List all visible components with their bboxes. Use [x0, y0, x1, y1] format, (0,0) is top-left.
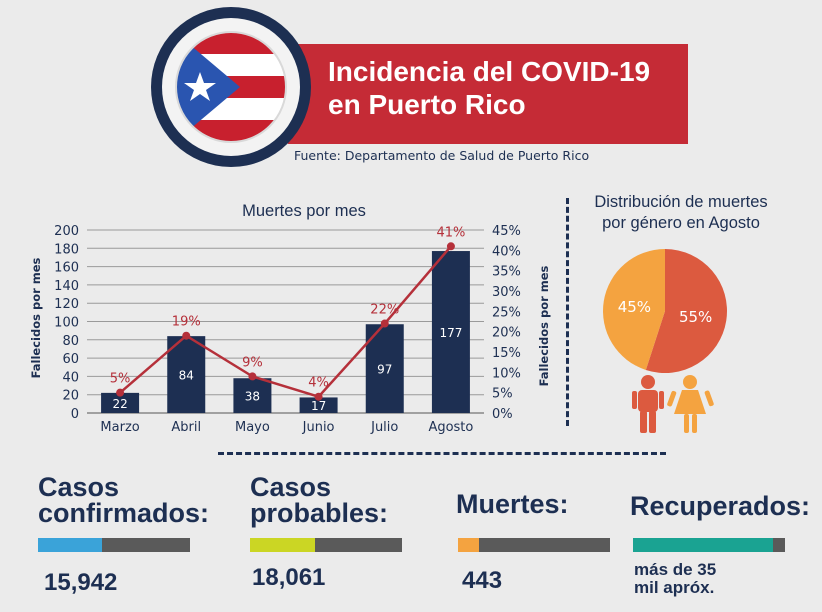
- y-tick-label: 60: [62, 352, 79, 367]
- line-percent-label: 22%: [370, 303, 399, 318]
- bar-value-label: 97: [377, 363, 392, 377]
- y2-tick-label: 45%: [492, 224, 521, 239]
- y-tick-label: 140: [54, 279, 79, 294]
- bar: [299, 397, 338, 413]
- line-point: [182, 331, 191, 340]
- y2-tick-label: 10%: [492, 366, 521, 381]
- y-tick-label: 180: [54, 242, 79, 257]
- stat-probable-label: Casos probables:: [250, 472, 389, 528]
- horizontal-divider: [218, 452, 666, 455]
- stat-probable-bar: [250, 538, 402, 552]
- title-banner: Incidencia del COVID-19 en Puerto Rico: [288, 44, 688, 144]
- stat-recovered-bar: [633, 538, 785, 552]
- y2-tick-label: 15%: [492, 346, 521, 361]
- bar-value-label: 38: [245, 390, 260, 404]
- line-percent-label: 19%: [172, 315, 201, 330]
- y-axis-label-left: Fallecidos por mes: [29, 257, 43, 378]
- gender-figures: [632, 375, 714, 433]
- y2-tick-label: 35%: [492, 265, 521, 280]
- x-tick-label: Julio: [370, 420, 398, 435]
- y-tick-label: 100: [54, 316, 79, 331]
- female-figure-icon: [667, 375, 714, 433]
- pie-slice-label: 45%: [618, 298, 651, 316]
- stat-probable-value: 18,061: [252, 564, 326, 591]
- stat-deaths-label: Muertes:: [456, 489, 569, 519]
- x-tick-label: Agosto: [428, 420, 473, 435]
- stat-confirmed-bar: [38, 538, 190, 552]
- x-tick-label: Abril: [171, 420, 201, 435]
- y-tick-label: 120: [54, 297, 79, 312]
- flag-emblem: [151, 7, 311, 167]
- bar-value-label: 177: [439, 326, 462, 340]
- line-point: [116, 388, 125, 397]
- y2-tick-label: 5%: [492, 387, 513, 402]
- stat-recovered-value: más de 35 mil apróx.: [634, 560, 717, 597]
- pie-chart-title: Distribución de muertes por género en Ag…: [578, 192, 784, 234]
- pie-slice-label: 55%: [679, 308, 712, 326]
- line-percent-label: 9%: [242, 355, 263, 370]
- bar: [101, 392, 140, 413]
- stat-confirmed-value: 15,942: [44, 569, 118, 596]
- x-tick-label: Junio: [302, 420, 335, 435]
- vertical-divider: [566, 198, 569, 426]
- y-axis-label-right: Fallecidos por mes: [537, 265, 551, 386]
- y2-tick-label: 20%: [492, 326, 521, 341]
- y-tick-label: 40: [62, 370, 79, 385]
- bar: [233, 378, 272, 413]
- stat-probable-bar-fill: [250, 538, 316, 552]
- bar-value-label: 22: [112, 397, 127, 411]
- bar: [167, 336, 206, 413]
- pie-slice: [645, 249, 728, 373]
- pie-title-line-1: Distribución de muertes: [594, 193, 768, 211]
- y-tick-label: 200: [54, 224, 79, 239]
- page-title-line-2: en Puerto Rico: [328, 89, 526, 120]
- stat-deaths-value: 443: [462, 567, 503, 594]
- star-icon: [184, 72, 216, 101]
- bar-value-label: 17: [311, 399, 326, 413]
- line-point: [380, 319, 389, 328]
- pie-title-line-2: por género en Agosto: [602, 214, 760, 232]
- deaths-by-month-chart: Muertes por mes 0 20 40 60 80 100 120 140 160 180…: [29, 202, 551, 435]
- y2-tick-label: 25%: [492, 305, 521, 320]
- line-point: [248, 372, 257, 381]
- stat-recovered-bar-fill: [633, 538, 773, 552]
- y-tick-label: 80: [62, 334, 79, 349]
- puerto-rico-flag-icon: [176, 32, 286, 142]
- header: Incidencia del COVID-19 en Puerto Rico F…: [0, 0, 822, 175]
- y2-tick-label: 0%: [492, 407, 513, 422]
- pie-slice: [603, 249, 665, 370]
- bar-value-label: 84: [179, 369, 194, 383]
- stat-confirmed-label: Casos confirmados:: [38, 472, 210, 528]
- y2-tick-label: 30%: [492, 285, 521, 300]
- bar: [431, 251, 470, 413]
- line-percent-label: 4%: [308, 376, 329, 391]
- line-point: [314, 392, 323, 401]
- gender-pie-chart: 55% 45%: [603, 249, 728, 373]
- line-percent-label: 41%: [436, 225, 465, 240]
- page-title-line-1: Incidencia del COVID-19: [328, 56, 651, 87]
- line-percent-label: 5%: [110, 372, 131, 387]
- x-tick-label: Marzo: [100, 420, 139, 435]
- y-tick-label: 20: [62, 389, 79, 404]
- line-point: [446, 242, 455, 251]
- stat-confirmed-bar-fill: [38, 538, 102, 552]
- x-tick-label: Mayo: [235, 420, 270, 435]
- y-tick-label: 160: [54, 261, 79, 276]
- male-figure-icon: [632, 375, 664, 433]
- chart-title: Muertes por mes: [242, 202, 366, 220]
- y-tick-label: 0: [71, 407, 79, 422]
- source-citation: Fuente: Departamento de Salud de Puerto …: [294, 148, 590, 163]
- stat-recovered-label: Recuperados:: [630, 491, 811, 521]
- y2-tick-label: 40%: [492, 244, 521, 259]
- percentage-line: [119, 245, 452, 399]
- stat-deaths-bar: [458, 538, 610, 552]
- stat-deaths-bar-fill: [458, 538, 480, 552]
